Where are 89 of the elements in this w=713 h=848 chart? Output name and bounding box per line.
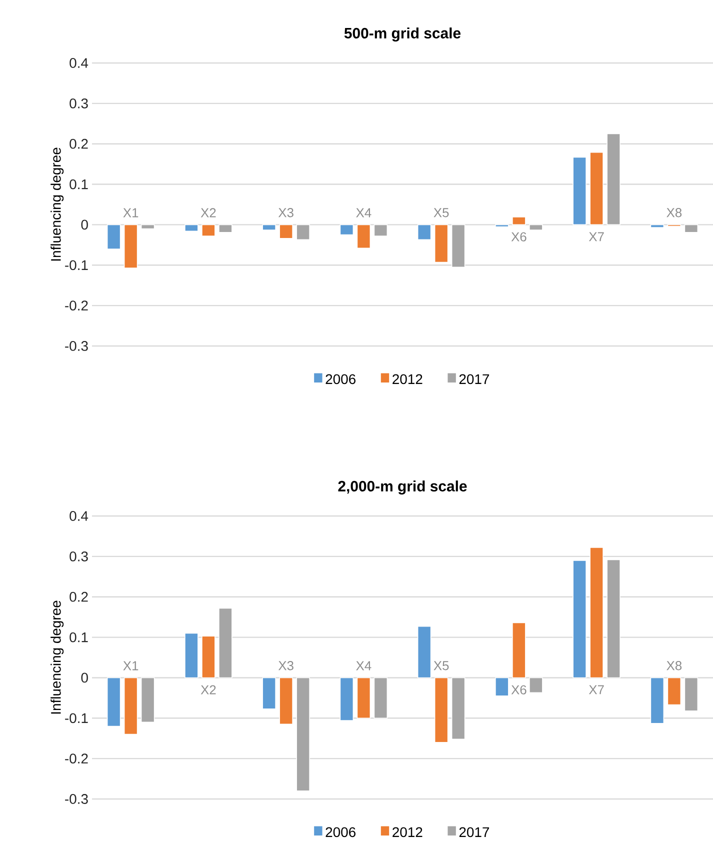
bar <box>684 677 698 712</box>
y-tick-label: 0 <box>81 672 88 683</box>
x-tick-label: X6 <box>511 685 526 694</box>
bar <box>356 677 371 719</box>
bar <box>529 677 543 694</box>
bar <box>572 156 586 226</box>
y-axis-title: Influencing degree <box>50 600 64 714</box>
x-tick-label: X5 <box>434 208 449 218</box>
y-tick-label: 0.4 <box>70 511 88 521</box>
y-tick-label: -0.1 <box>65 713 88 724</box>
bar <box>590 547 604 678</box>
bar <box>106 677 121 727</box>
bar <box>140 224 155 230</box>
bar <box>262 224 276 230</box>
legend-label: 2017 <box>459 374 490 384</box>
bar <box>356 224 371 249</box>
x-tick-label: X2 <box>200 685 216 694</box>
bar <box>106 224 121 250</box>
bar <box>140 677 155 723</box>
bar <box>374 677 388 719</box>
legend-label: 2006 <box>326 827 356 838</box>
bar <box>218 224 232 233</box>
x-tick-label: X3 <box>278 208 294 218</box>
x-tick-label: X7 <box>588 685 604 694</box>
y-tick-label: 0.4 <box>70 58 88 68</box>
chart-title: 2,000-m grid scale <box>338 480 467 495</box>
y-tick-label: 0.3 <box>70 551 88 562</box>
bar <box>572 560 586 678</box>
bar <box>184 224 198 232</box>
bar <box>262 677 276 710</box>
bar <box>124 677 138 735</box>
bar <box>202 636 216 678</box>
bar <box>590 152 604 226</box>
bar <box>434 677 448 743</box>
bar <box>124 224 138 268</box>
y-tick-label: 0.1 <box>70 632 88 642</box>
bar <box>650 224 664 228</box>
bar <box>650 677 664 724</box>
bar <box>296 224 310 240</box>
bar <box>684 224 698 233</box>
y-tick-label: -0.3 <box>65 341 88 351</box>
bar <box>512 622 526 678</box>
y-axis-title: Influencing degree <box>50 148 64 261</box>
x-tick-label: X8 <box>666 208 682 218</box>
x-tick-label: X3 <box>278 661 294 670</box>
bar <box>202 224 216 236</box>
bar <box>340 224 354 236</box>
x-tick-label: X1 <box>123 208 138 218</box>
legend-label: 2012 <box>392 374 422 384</box>
legend-label: 2017 <box>459 827 490 838</box>
bar <box>417 626 432 678</box>
bar <box>374 224 388 236</box>
y-tick-label: 0.2 <box>70 592 88 602</box>
y-tick-label: -0.1 <box>65 260 88 270</box>
x-tick-label: X5 <box>434 661 449 670</box>
bar <box>218 608 232 678</box>
bar <box>606 133 620 226</box>
bar <box>279 224 293 239</box>
y-tick-label: 0.1 <box>70 179 88 190</box>
x-tick-label: X7 <box>588 232 604 242</box>
bar <box>279 677 293 725</box>
x-tick-label: X8 <box>666 661 682 670</box>
y-tick-label: 0.3 <box>70 98 88 108</box>
bar <box>495 677 509 696</box>
bar <box>451 677 466 740</box>
bar <box>529 224 543 230</box>
bar <box>296 677 310 792</box>
y-tick-label: -0.3 <box>65 794 88 804</box>
bar <box>495 224 509 228</box>
x-tick-label: X2 <box>200 208 216 218</box>
legend-label: 2012 <box>392 827 422 838</box>
bar <box>417 224 432 240</box>
x-tick-label: X1 <box>123 661 138 670</box>
bar <box>434 224 448 263</box>
bar <box>667 677 682 706</box>
y-tick-label: -0.2 <box>65 754 88 764</box>
x-tick-label: X4 <box>356 661 372 670</box>
chart-title: 500-m grid scale <box>344 28 461 42</box>
bar <box>451 224 466 268</box>
bar <box>512 216 526 226</box>
bar <box>606 559 620 678</box>
bar <box>184 632 198 678</box>
bar <box>340 677 354 721</box>
x-tick-label: X6 <box>511 232 526 242</box>
y-tick-label: 0.2 <box>70 138 88 149</box>
y-tick-label: -0.2 <box>65 300 88 311</box>
x-tick-label: X4 <box>356 208 372 218</box>
y-tick-label: 0 <box>81 220 88 230</box>
legend-label: 2006 <box>326 374 356 384</box>
